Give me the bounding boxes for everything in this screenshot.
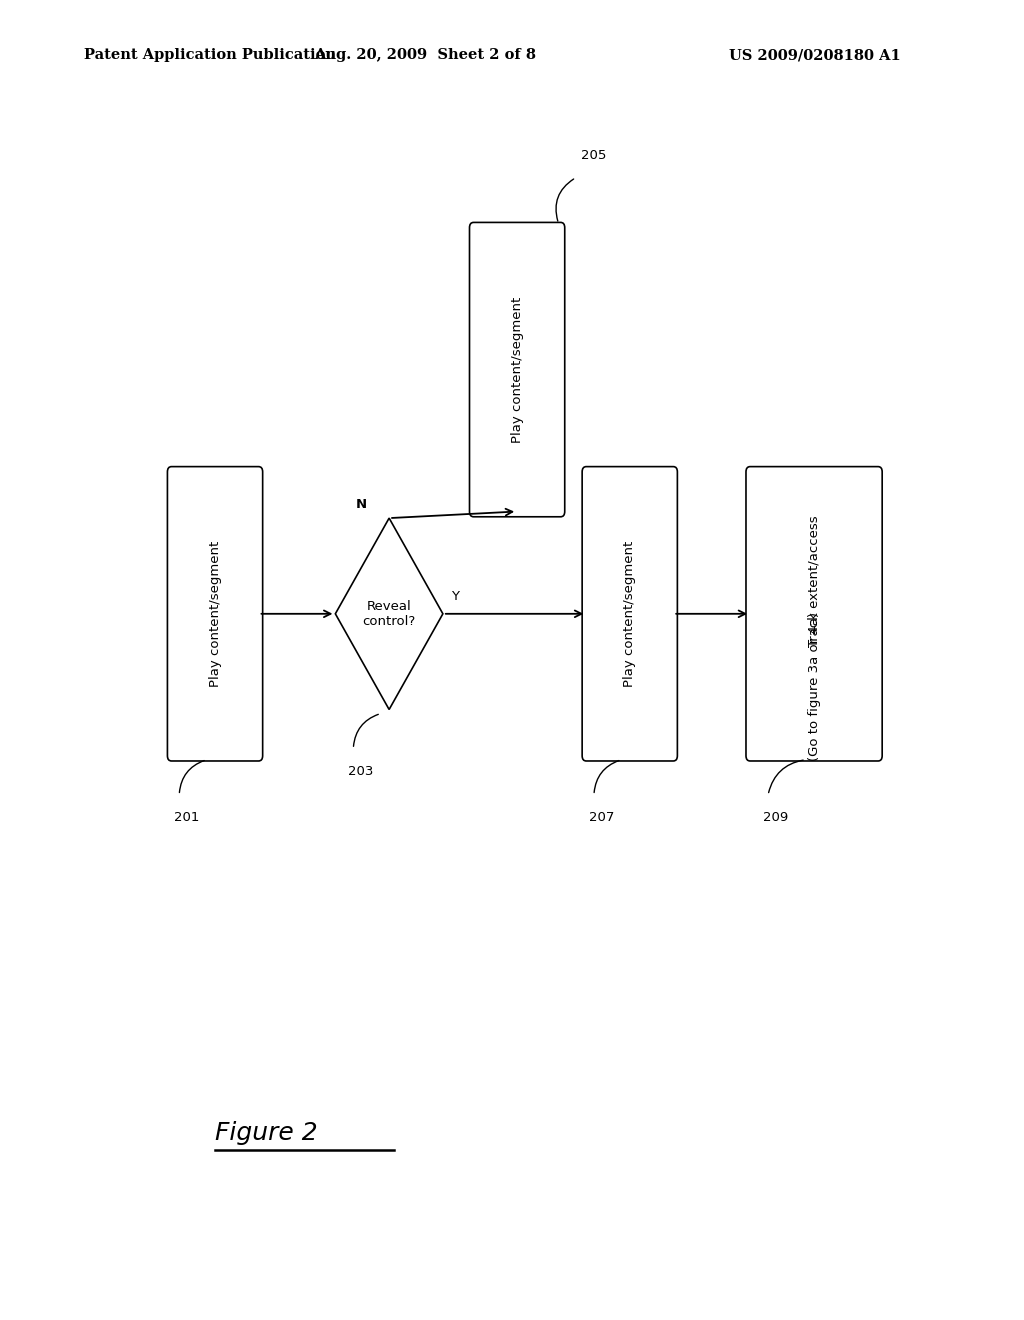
- FancyBboxPatch shape: [469, 223, 565, 517]
- Text: Figure 2: Figure 2: [215, 1121, 317, 1144]
- Text: Play content/segment: Play content/segment: [624, 541, 636, 686]
- Text: 201: 201: [174, 810, 200, 824]
- Text: Play content/segment: Play content/segment: [209, 541, 221, 686]
- FancyBboxPatch shape: [167, 466, 262, 760]
- FancyBboxPatch shape: [745, 466, 883, 760]
- Text: 203: 203: [348, 764, 374, 777]
- Text: 205: 205: [582, 149, 606, 161]
- Text: Y: Y: [451, 590, 459, 603]
- FancyBboxPatch shape: [582, 466, 678, 760]
- Text: US 2009/0208180 A1: US 2009/0208180 A1: [729, 49, 901, 62]
- Text: Patent Application Publication: Patent Application Publication: [84, 49, 336, 62]
- Text: N: N: [355, 499, 367, 511]
- Text: Play content/segment: Play content/segment: [511, 297, 523, 442]
- Text: 207: 207: [589, 810, 614, 824]
- Text: Aug. 20, 2009  Sheet 2 of 8: Aug. 20, 2009 Sheet 2 of 8: [314, 49, 536, 62]
- Polygon shape: [336, 517, 442, 710]
- Text: Reveal
control?: Reveal control?: [362, 599, 416, 628]
- Text: (Go to figure 3a or 4a): (Go to figure 3a or 4a): [808, 612, 820, 760]
- Text: Track extent/access: Track extent/access: [808, 515, 820, 647]
- Text: 209: 209: [763, 810, 788, 824]
